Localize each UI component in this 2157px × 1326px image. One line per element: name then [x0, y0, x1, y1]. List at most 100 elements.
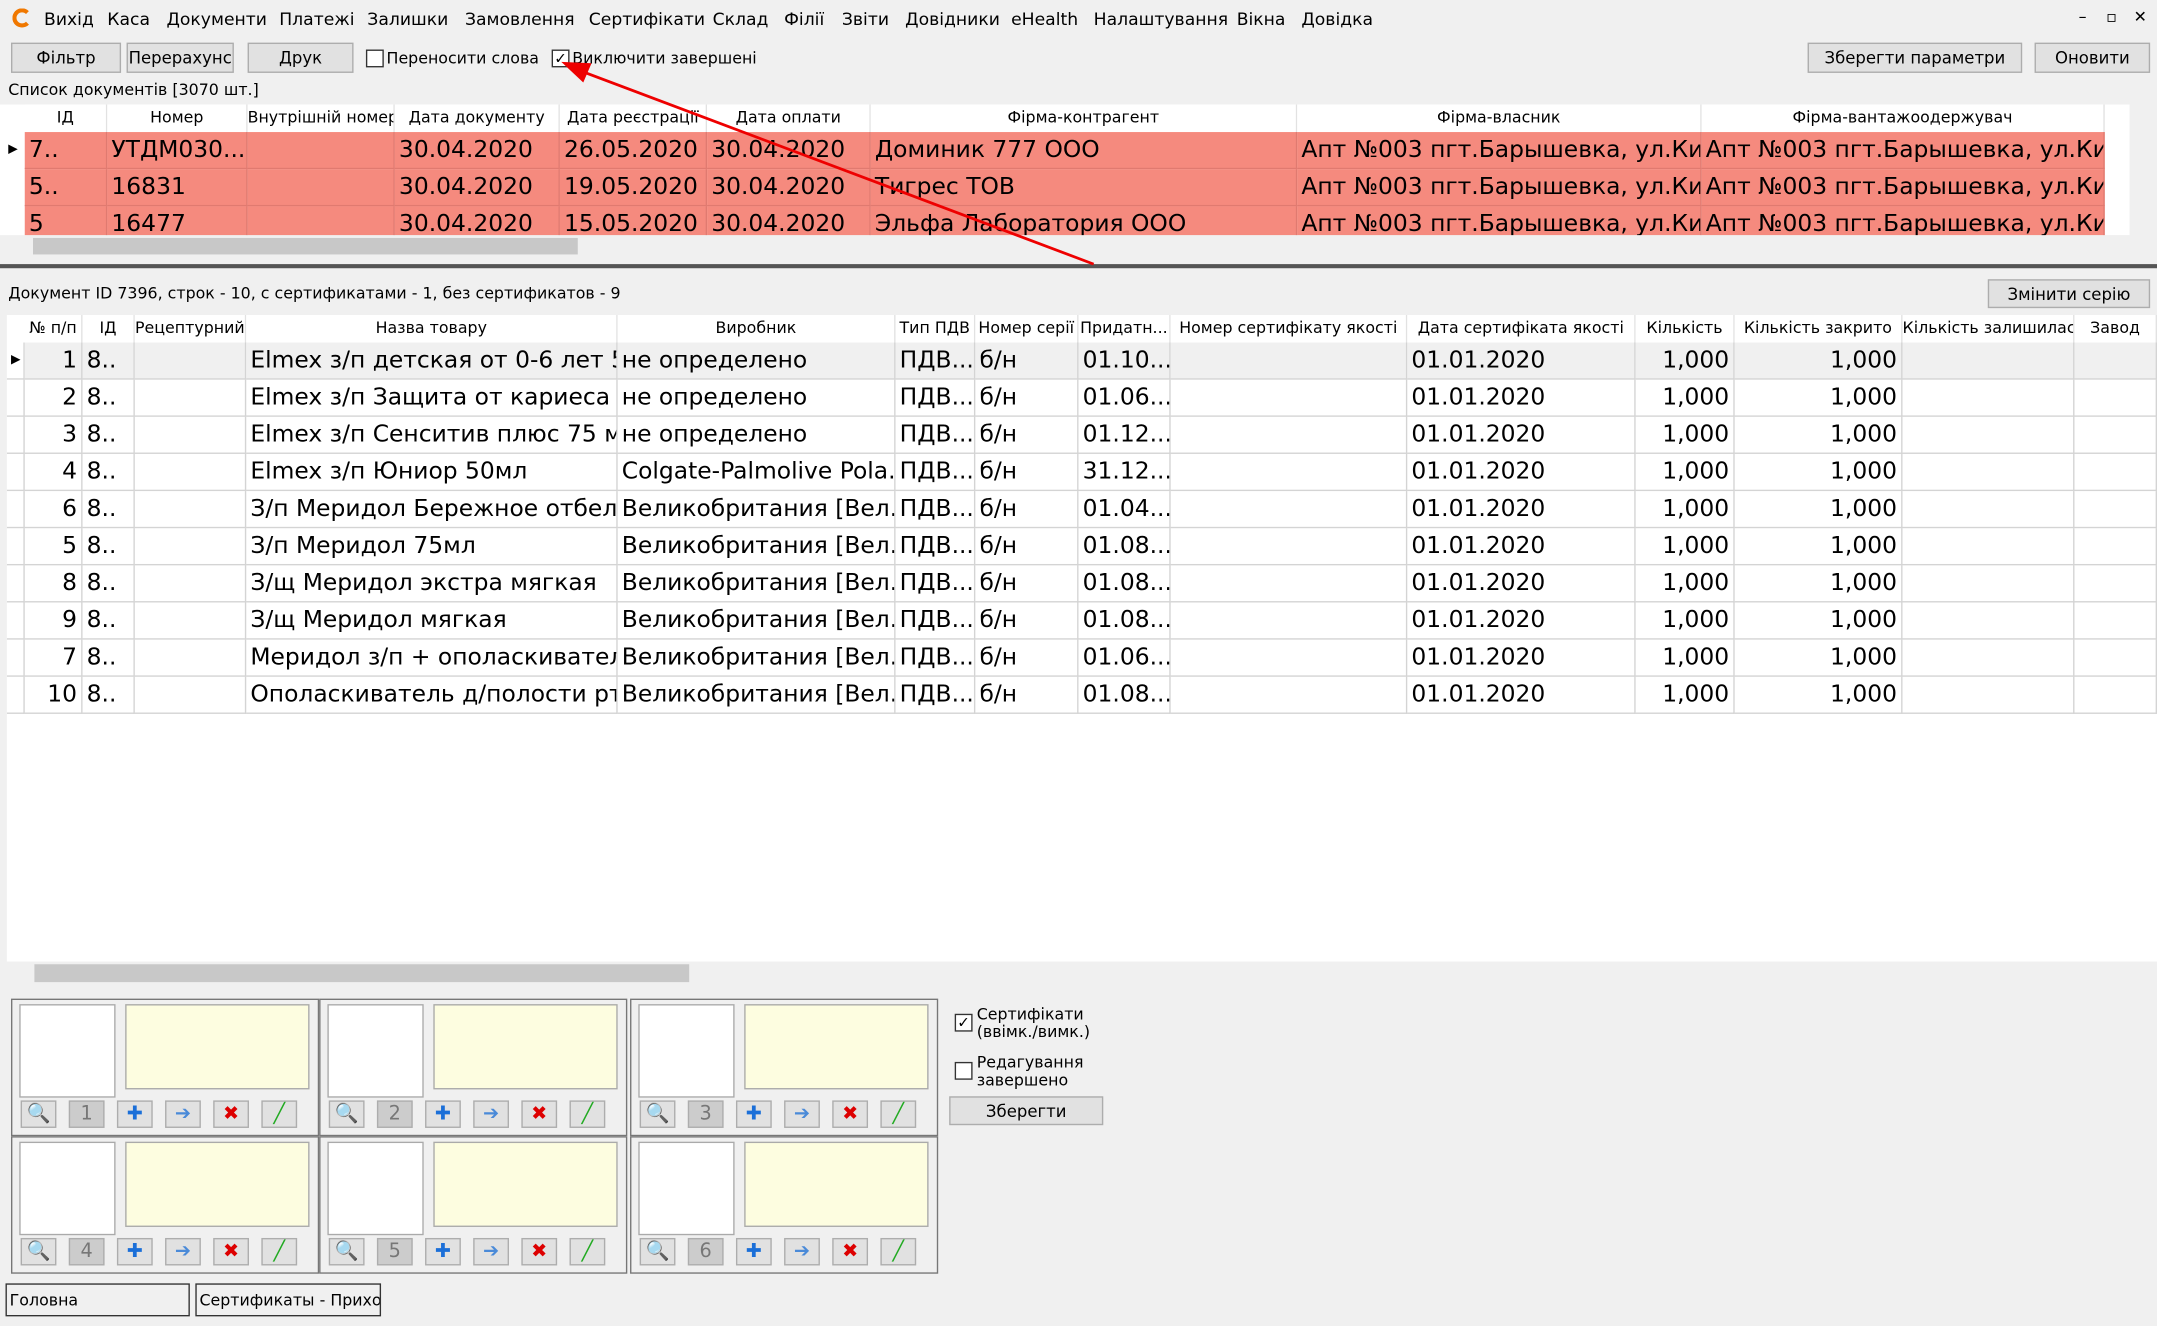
icon-button[interactable]: 🔍	[328, 1237, 365, 1266]
cell[interactable]: 30.04.2020	[707, 169, 871, 207]
save-button[interactable]: Зберегти	[949, 1096, 1104, 1126]
cell[interactable]: З/п Меридол 75мл	[246, 528, 618, 566]
cell[interactable]: Colgate-Palmolive Pola...	[617, 453, 896, 492]
cell[interactable]: 16831	[107, 169, 248, 207]
cell[interactable]	[1902, 565, 2075, 603]
menu-item[interactable]: Налаштування	[1093, 8, 1229, 29]
cell[interactable]: 1,000	[1734, 528, 1903, 566]
tab[interactable]: Головна	[5, 1283, 190, 1317]
cell[interactable]: Великобритания [Вел...	[617, 639, 896, 677]
icon-button[interactable]: ✖	[832, 1100, 869, 1128]
toolbar-button[interactable]: Перерахунс	[126, 42, 234, 73]
icon-button[interactable]: ➔	[165, 1237, 201, 1266]
cell[interactable]: б/н	[975, 676, 1079, 714]
cell[interactable]: 26.05.2020	[559, 132, 708, 170]
cell[interactable]: 8..	[82, 565, 135, 603]
cell[interactable]	[134, 379, 247, 417]
cell[interactable]: 1,000	[1635, 602, 1735, 640]
cell[interactable]: Апт №003 пгт.Барышевка, ул.Ки...	[1297, 206, 1702, 236]
cell[interactable]: 30.04.2020	[707, 206, 871, 236]
column-header[interactable]: Фірма-вантажоодержувач	[1701, 104, 2105, 133]
cell[interactable]: ПДВ...	[895, 491, 976, 529]
cell[interactable]: 5	[24, 206, 108, 236]
cell[interactable]	[247, 132, 395, 170]
column-header[interactable]: Придатн...	[1078, 314, 1171, 343]
column-header[interactable]: Завод	[2074, 314, 2157, 343]
cell[interactable]: 1,000	[1734, 342, 1903, 380]
cell[interactable]	[1170, 342, 1408, 380]
cell[interactable]	[134, 639, 247, 677]
icon-button[interactable]: 🔍	[639, 1237, 676, 1266]
column-header[interactable]: ІД	[24, 104, 108, 133]
cell[interactable]: 01.01.2020	[1407, 676, 1636, 714]
cell[interactable]: б/н	[975, 379, 1079, 417]
icon-button[interactable]: ➔	[473, 1237, 509, 1266]
cell[interactable]: ПДВ...	[895, 379, 976, 417]
column-header[interactable]: Фірма-контрагент	[870, 104, 1298, 133]
cell[interactable]	[1170, 639, 1408, 677]
cell[interactable]: 01.08...	[1078, 602, 1171, 640]
cell[interactable]: 7..	[24, 132, 108, 170]
cell[interactable]	[1902, 379, 2075, 417]
column-header[interactable]: Дата реєстрації	[559, 104, 708, 133]
cell[interactable]: 4	[24, 453, 83, 492]
cell[interactable]: б/н	[975, 453, 1079, 492]
cell[interactable]: Elmex з/п Юниор 50мл	[246, 453, 618, 492]
cell[interactable]: 30.04.2020	[394, 206, 560, 236]
checkbox[interactable]	[365, 49, 384, 68]
column-header[interactable]: Внутрішній номер	[247, 104, 395, 133]
cell[interactable]	[1902, 602, 2075, 640]
cell[interactable]: Великобритания [Вел...	[617, 528, 896, 566]
toolbar-button[interactable]: Оновити	[2034, 42, 2151, 73]
cell[interactable]: ПДВ...	[895, 639, 976, 677]
cell[interactable]: 6	[24, 491, 83, 529]
cell[interactable]: 8..	[82, 676, 135, 714]
cell[interactable]	[2074, 639, 2157, 677]
menu-item[interactable]: Вихід	[44, 8, 94, 29]
icon-button[interactable]: ✚	[735, 1100, 772, 1128]
cell[interactable]: Эльфа Лаборатория ООО	[870, 206, 1298, 236]
cell[interactable]	[1902, 491, 2075, 529]
cell[interactable]: ПДВ...	[895, 416, 976, 454]
cell[interactable]: 01.08...	[1078, 676, 1171, 714]
cell[interactable]	[134, 491, 247, 529]
cell[interactable]: ПДВ...	[895, 453, 976, 492]
cell[interactable]	[134, 528, 247, 566]
cell[interactable]: 30.04.2020	[394, 169, 560, 207]
cell[interactable]: 01.06...	[1078, 639, 1171, 677]
window-control[interactable]: ✕	[2133, 6, 2147, 27]
cell[interactable]: 19.05.2020	[559, 169, 708, 207]
cert-number[interactable]: 2	[376, 1100, 413, 1128]
cell[interactable]: ПДВ...	[895, 528, 976, 566]
cell[interactable]	[1170, 528, 1408, 566]
cert-number[interactable]: 3	[687, 1100, 724, 1128]
cell[interactable]	[1170, 453, 1408, 492]
cell[interactable]: З/щ Меридол экстра мягкая	[246, 565, 618, 603]
cell[interactable]: Великобритания [Вел...	[617, 676, 896, 714]
cell[interactable]: б/н	[975, 602, 1079, 640]
cell[interactable]: 31.12...	[1078, 453, 1171, 492]
checkbox[interactable]: ✓	[551, 49, 570, 68]
cell[interactable]	[1170, 676, 1408, 714]
cell[interactable]	[1902, 528, 2075, 566]
cell[interactable]: б/н	[975, 416, 1079, 454]
column-header[interactable]: Фірма-власник	[1297, 104, 1702, 133]
icon-button[interactable]: ➔	[784, 1237, 820, 1266]
cell[interactable]: 1,000	[1635, 342, 1735, 380]
cell[interactable]: З/п Меридол Бережное отбели...	[246, 491, 618, 529]
cell[interactable]: 1,000	[1635, 639, 1735, 677]
cell[interactable]: 01.06...	[1078, 379, 1171, 417]
cell[interactable]: Elmex з/п детская от 0-6 лет 5...	[246, 342, 618, 380]
cell[interactable]: 01.01.2020	[1407, 342, 1636, 380]
cell[interactable]	[1170, 491, 1408, 529]
cell[interactable]: 01.12...	[1078, 416, 1171, 454]
cell[interactable]: ПДВ...	[895, 565, 976, 603]
cell[interactable]: 1,000	[1635, 676, 1735, 714]
cell[interactable]: 01.04...	[1078, 491, 1171, 529]
cell[interactable]	[1902, 453, 2075, 492]
column-header[interactable]: Номер серії	[975, 314, 1079, 343]
cell[interactable]: Великобритания [Вел...	[617, 491, 896, 529]
cell[interactable]: 1,000	[1635, 379, 1735, 417]
cell[interactable]	[1170, 602, 1408, 640]
icon-button[interactable]: ╱	[880, 1100, 917, 1128]
